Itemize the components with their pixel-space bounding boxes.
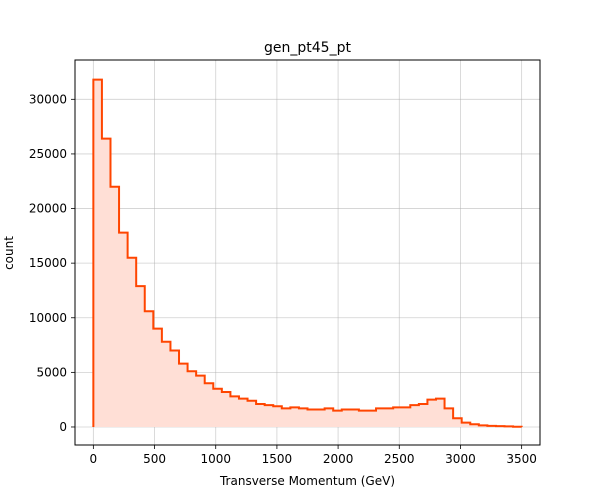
x-axis-label: Transverse Momentum (GeV) [219, 474, 395, 488]
y-tick-label: 10000 [29, 311, 67, 325]
y-axis-ticks: 0 5000 10000 15000 20000 25000 30000 [29, 92, 75, 434]
y-tick-label: 20000 [29, 202, 67, 216]
x-tick-label: 3500 [506, 452, 537, 466]
x-tick-label: 3000 [445, 452, 476, 466]
y-tick-label: 15000 [29, 256, 67, 270]
y-axis-label: count [2, 236, 16, 270]
x-tick-label: 1000 [200, 452, 231, 466]
x-tick-label: 500 [143, 452, 166, 466]
plot-frame [74, 59, 541, 446]
x-tick-label: 2500 [384, 452, 415, 466]
x-tick-label: 2000 [323, 452, 354, 466]
y-tick-label: 0 [59, 420, 67, 434]
x-axis-ticks: 0 500 1000 1500 2000 2500 3000 3500 [90, 445, 537, 466]
chart-title: gen_pt45_pt [264, 40, 351, 56]
y-tick-label: 30000 [29, 92, 67, 106]
y-tick-label: 5000 [36, 365, 67, 379]
histogram-step-line [92, 78, 523, 428]
x-tick-label: 1500 [262, 452, 293, 466]
y-tick-label: 25000 [29, 147, 67, 161]
histogram-fill [93, 79, 522, 427]
x-tick-label: 0 [90, 452, 98, 466]
